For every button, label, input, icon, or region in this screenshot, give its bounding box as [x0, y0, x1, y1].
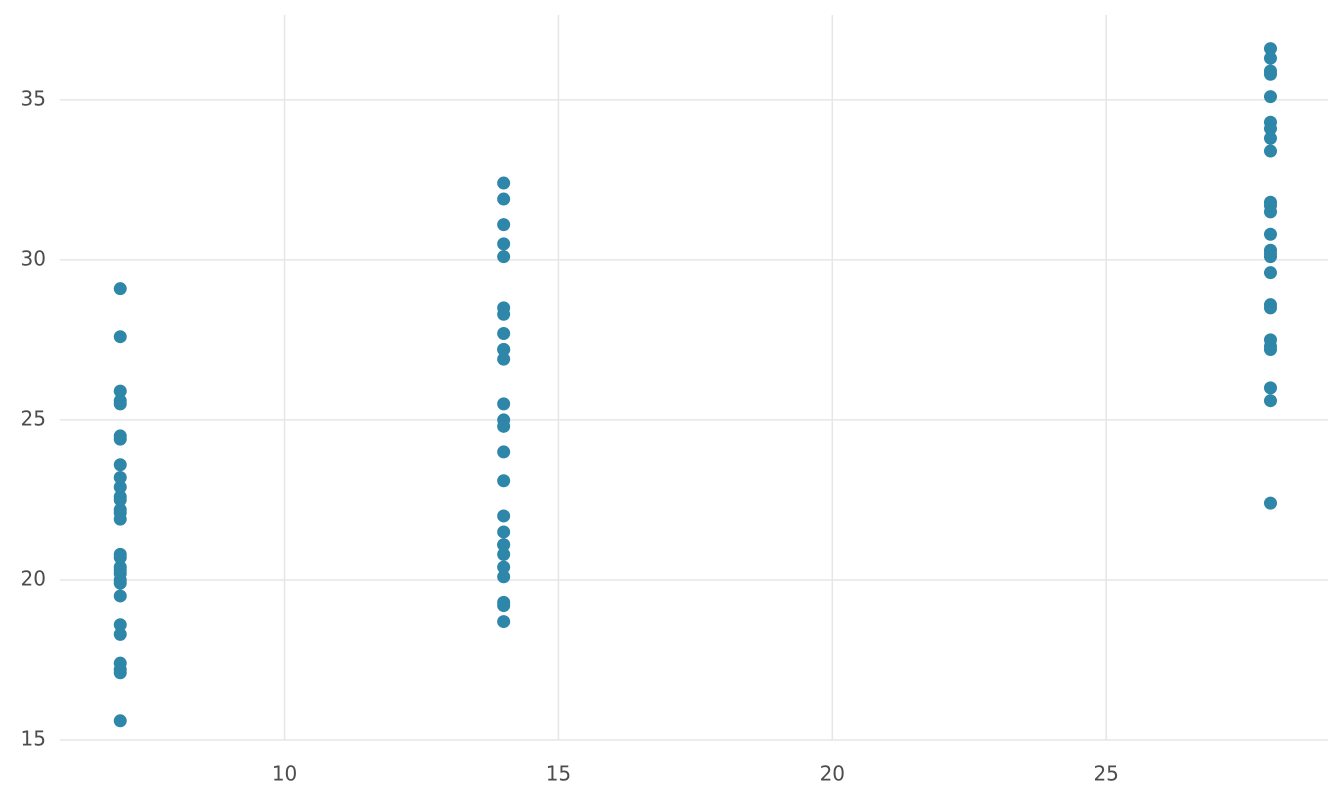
point — [497, 326, 511, 340]
point — [497, 176, 511, 190]
point — [497, 352, 511, 366]
x-tick-label: 20 — [820, 762, 845, 786]
point — [497, 342, 511, 356]
point — [497, 237, 511, 251]
point — [113, 512, 127, 526]
point — [113, 714, 127, 728]
point — [113, 471, 127, 485]
point — [113, 330, 127, 344]
point — [1263, 42, 1277, 56]
point — [113, 666, 127, 680]
x-tick-label: 10 — [272, 762, 297, 786]
point — [1263, 227, 1277, 241]
point — [497, 547, 511, 561]
point — [113, 493, 127, 507]
point — [1263, 301, 1277, 315]
point — [497, 560, 511, 574]
x-tick-label: 25 — [1093, 762, 1118, 786]
point — [1263, 67, 1277, 81]
point — [497, 307, 511, 321]
point — [497, 445, 511, 459]
point — [113, 551, 127, 565]
point — [113, 458, 127, 472]
point — [1263, 90, 1277, 104]
point — [113, 618, 127, 632]
point — [497, 615, 511, 629]
point — [1263, 394, 1277, 408]
point — [497, 192, 511, 206]
point — [1263, 342, 1277, 356]
point — [113, 282, 127, 296]
point — [1263, 496, 1277, 510]
point — [113, 627, 127, 641]
point — [113, 384, 127, 398]
y-tick-label: 35 — [21, 86, 46, 110]
point — [113, 397, 127, 411]
point — [497, 599, 511, 613]
point — [497, 538, 511, 552]
point — [113, 576, 127, 590]
point — [1263, 205, 1277, 219]
point — [113, 432, 127, 446]
point — [497, 474, 511, 488]
point — [1263, 122, 1277, 136]
y-tick-label: 25 — [21, 406, 46, 430]
point — [1263, 51, 1277, 65]
y-tick-label: 30 — [21, 246, 46, 270]
point — [497, 525, 511, 539]
point — [1263, 381, 1277, 395]
x-tick-label: 15 — [546, 762, 571, 786]
point — [1263, 266, 1277, 280]
point — [113, 589, 127, 603]
y-tick-label: 20 — [21, 566, 46, 590]
point — [497, 509, 511, 523]
y-tick-label: 15 — [21, 727, 46, 751]
point — [497, 570, 511, 584]
point — [113, 480, 127, 494]
point — [497, 419, 511, 433]
point — [1263, 144, 1277, 158]
point — [497, 250, 511, 264]
point — [1263, 250, 1277, 264]
point — [497, 397, 511, 411]
point — [1263, 131, 1277, 145]
point — [497, 218, 511, 232]
